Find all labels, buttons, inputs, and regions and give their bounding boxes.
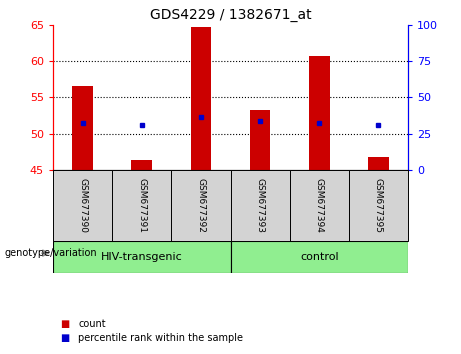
Title: GDS4229 / 1382671_at: GDS4229 / 1382671_at [150, 8, 311, 22]
Bar [53, 241, 230, 273]
Bar [368, 157, 389, 170]
Text: ■: ■ [60, 333, 69, 343]
Bar [131, 160, 152, 170]
Text: percentile rank within the sample: percentile rank within the sample [78, 333, 243, 343]
Text: GSM677391: GSM677391 [137, 178, 146, 233]
Text: GSM677394: GSM677394 [315, 178, 324, 233]
Bar [290, 170, 349, 241]
Bar [349, 170, 408, 241]
Bar [72, 86, 93, 170]
Text: count: count [78, 319, 106, 329]
Bar [230, 241, 408, 273]
Bar [171, 170, 230, 241]
Text: genotype/variation: genotype/variation [5, 248, 97, 258]
Bar [230, 170, 290, 241]
Text: GSM677392: GSM677392 [196, 178, 206, 233]
Text: GSM677393: GSM677393 [255, 178, 265, 233]
Text: HIV-transgenic: HIV-transgenic [101, 252, 183, 262]
Bar [112, 170, 171, 241]
Bar [250, 110, 271, 170]
Bar [53, 170, 112, 241]
Bar [190, 27, 211, 170]
Text: GSM677390: GSM677390 [78, 178, 87, 233]
Text: ■: ■ [60, 319, 69, 329]
Text: GSM677395: GSM677395 [374, 178, 383, 233]
Text: control: control [300, 252, 338, 262]
Bar [309, 56, 330, 170]
